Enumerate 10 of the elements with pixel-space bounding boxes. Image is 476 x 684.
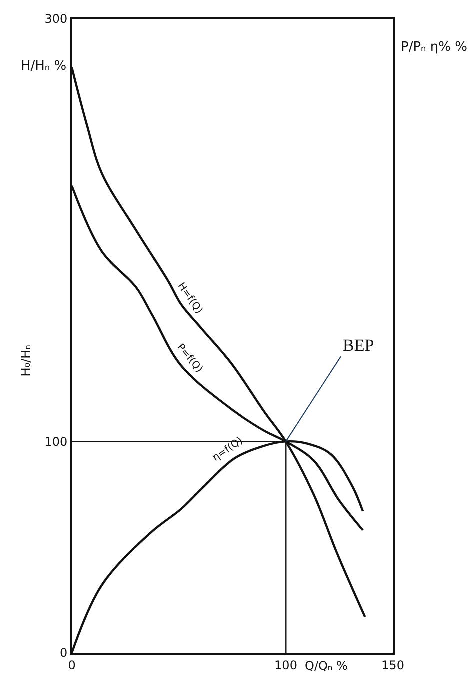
x-axis-title: Q/Qₙ % (305, 659, 348, 673)
x-tick-label: 150 (382, 658, 404, 672)
text: P/Pₙ η% % (401, 40, 468, 55)
y-axis-title: H/Hₙ % (21, 59, 67, 74)
y-tick-label: 300 (44, 12, 68, 26)
y-tick-label: 0 (60, 646, 68, 660)
text: H₀/Hₙ (19, 344, 34, 377)
y-tick-label: 100 (44, 434, 68, 449)
x-tick-label: 100 (274, 658, 298, 672)
annotation: BEP (343, 336, 374, 355)
